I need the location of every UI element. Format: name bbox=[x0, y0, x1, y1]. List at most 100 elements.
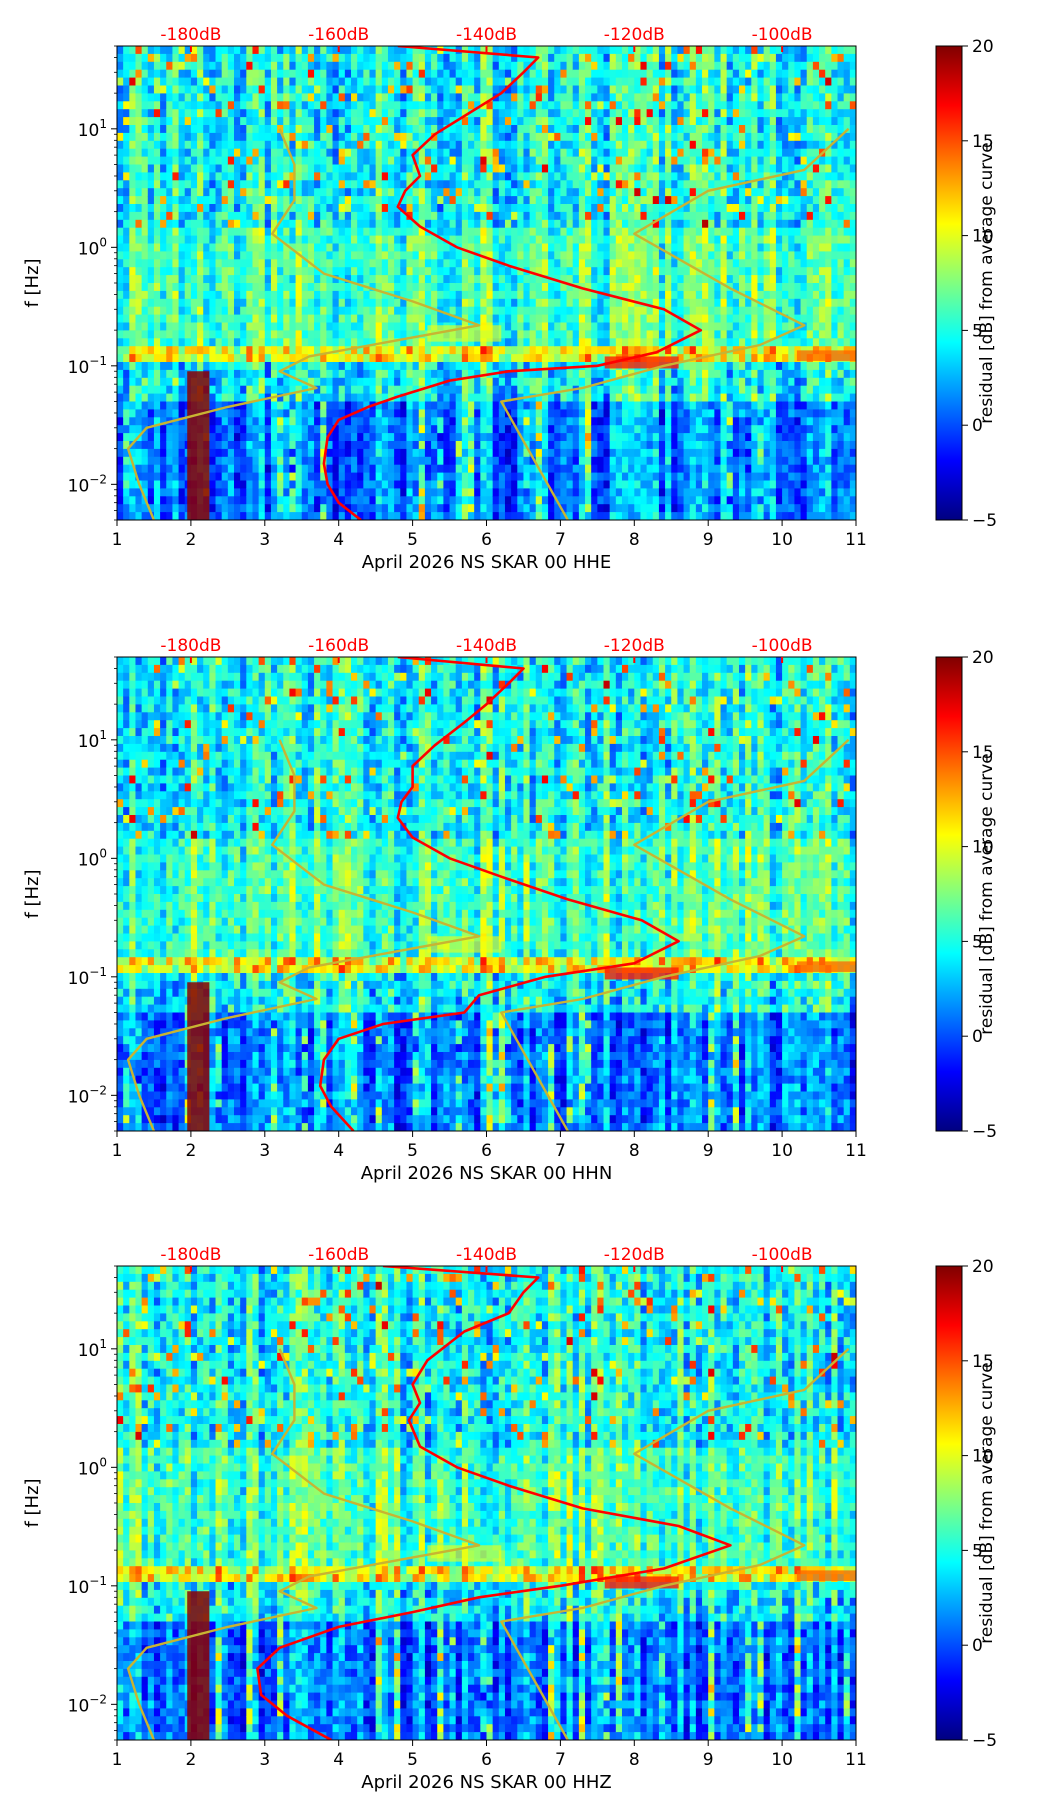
x-tick-label: 3 bbox=[259, 530, 270, 550]
x-tick-label: 4 bbox=[333, 1141, 344, 1161]
x-tick-label: 3 bbox=[259, 1750, 270, 1770]
y-tick-label: 101 bbox=[78, 728, 107, 752]
x-axis-label: April 2026 NS SKAR 00 HHN bbox=[361, 1163, 613, 1184]
colorbar-tick-label: 10 bbox=[972, 227, 994, 247]
colorbar-tick-label: −5 bbox=[972, 1122, 997, 1142]
db-scale-label: -120dB bbox=[604, 25, 665, 45]
colorbar-tick-label: 10 bbox=[972, 838, 994, 858]
db-scale-label: -160dB bbox=[308, 25, 369, 45]
y-tick-label: 100 bbox=[78, 1455, 107, 1479]
db-scale-label: -180dB bbox=[160, 25, 221, 45]
db-scale-label: -120dB bbox=[604, 636, 665, 656]
db-scale-label: -140dB bbox=[456, 1245, 517, 1265]
series-line-2 bbox=[126, 128, 481, 520]
x-tick-label: 7 bbox=[555, 530, 566, 550]
x-tick-label: 2 bbox=[185, 1141, 196, 1161]
series-line-2 bbox=[126, 1348, 481, 1740]
series-line-1 bbox=[318, 657, 680, 1131]
colorbar-tick-label: 0 bbox=[972, 416, 983, 436]
x-tick-label: 1 bbox=[112, 1750, 123, 1770]
colorbar-tick-label: −5 bbox=[972, 511, 997, 531]
series-line-3 bbox=[500, 1347, 850, 1740]
colorbar-label: residual [dB] from average curve bbox=[977, 1362, 997, 1643]
x-tick-label: 1 bbox=[112, 530, 123, 550]
x-tick-label: 8 bbox=[629, 1750, 640, 1770]
x-tick-label: 2 bbox=[185, 530, 196, 550]
series-line-1 bbox=[256, 1266, 732, 1740]
colorbar-tick-label: 5 bbox=[972, 1541, 983, 1561]
y-axis-label: f [Hz] bbox=[22, 1478, 43, 1527]
colorbar-tick-label: 5 bbox=[972, 932, 983, 952]
x-axis-label: April 2026 NS SKAR 00 HHE bbox=[362, 552, 612, 573]
x-tick-label: 4 bbox=[333, 1750, 344, 1770]
db-scale-label: -160dB bbox=[308, 1245, 369, 1265]
spectrogram-heatmap bbox=[117, 46, 856, 520]
y-tick-label: 100 bbox=[78, 846, 107, 870]
colorbar bbox=[935, 45, 963, 521]
db-scale-label: -140dB bbox=[456, 636, 517, 656]
db-scale-label: -140dB bbox=[456, 25, 517, 45]
x-tick-label: 6 bbox=[481, 1141, 492, 1161]
colorbar-tick-label: 20 bbox=[972, 1257, 994, 1277]
series-line-1 bbox=[322, 46, 703, 520]
x-tick-label: 9 bbox=[703, 530, 714, 550]
x-tick-label: 2 bbox=[185, 1750, 196, 1770]
db-scale-label: -100dB bbox=[752, 1245, 813, 1265]
x-tick-label: 5 bbox=[407, 1750, 418, 1770]
x-tick-label: 10 bbox=[771, 530, 793, 550]
x-tick-label: 11 bbox=[845, 530, 867, 550]
spectrogram-heatmap bbox=[117, 1266, 856, 1740]
colorbar-tick-label: 15 bbox=[972, 132, 994, 152]
colorbar-tick-label: −5 bbox=[972, 1731, 997, 1751]
y-tick-label: 10−1 bbox=[68, 965, 107, 989]
y-axis-label: f [Hz] bbox=[22, 869, 43, 918]
x-tick-label: 8 bbox=[629, 1141, 640, 1161]
panel-2: 1 2 3 4 5 6 7 8 9 10 11 April 2026 NS SKAR 00 HHN 10… bbox=[22, 636, 997, 1184]
colorbar-tick-label: 0 bbox=[972, 1636, 983, 1656]
x-tick-label: 6 bbox=[481, 530, 492, 550]
series-line-3 bbox=[500, 127, 850, 520]
x-tick-label: 5 bbox=[407, 1141, 418, 1161]
series-line-2 bbox=[126, 739, 481, 1131]
colorbar-tick-label: 20 bbox=[972, 37, 994, 57]
colorbar bbox=[935, 1265, 963, 1741]
y-tick-label: 100 bbox=[78, 235, 107, 259]
x-tick-label: 11 bbox=[845, 1141, 867, 1161]
y-tick-label: 10−2 bbox=[68, 1692, 107, 1716]
db-scale-label: -100dB bbox=[752, 25, 813, 45]
x-tick-label: 10 bbox=[771, 1141, 793, 1161]
panel-1: 1 2 3 4 5 6 7 8 9 10 11 April 2026 NS SKAR 00 HHE 10… bbox=[22, 25, 997, 573]
y-tick-label: 10−2 bbox=[68, 472, 107, 496]
colorbar-tick-label: 20 bbox=[972, 648, 994, 668]
colorbar-tick-label: 10 bbox=[972, 1447, 994, 1467]
x-tick-label: 6 bbox=[481, 1750, 492, 1770]
db-scale-label: -120dB bbox=[604, 1245, 665, 1265]
x-tick-label: 11 bbox=[845, 1750, 867, 1770]
colorbar-label: residual [dB] from average curve bbox=[977, 753, 997, 1034]
x-tick-label: 3 bbox=[259, 1141, 270, 1161]
colorbar bbox=[935, 656, 963, 1132]
x-tick-label: 9 bbox=[703, 1141, 714, 1161]
y-tick-label: 101 bbox=[78, 1337, 107, 1361]
x-tick-label: 7 bbox=[555, 1141, 566, 1161]
y-axis-label: f [Hz] bbox=[22, 258, 43, 307]
y-tick-label: 10−2 bbox=[68, 1083, 107, 1107]
colorbar-tick-label: 0 bbox=[972, 1027, 983, 1047]
x-tick-label: 5 bbox=[407, 530, 418, 550]
x-tick-label: 4 bbox=[333, 530, 344, 550]
y-tick-label: 10−1 bbox=[68, 354, 107, 378]
panel-3: 1 2 3 4 5 6 7 8 9 10 11 April 2026 NS SKAR 00 HHZ 10… bbox=[22, 1245, 997, 1793]
colorbar-tick-label: 15 bbox=[972, 1352, 994, 1372]
x-tick-label: 10 bbox=[771, 1750, 793, 1770]
y-tick-label: 10−1 bbox=[68, 1574, 107, 1598]
db-scale-label: -100dB bbox=[752, 636, 813, 656]
db-scale-label: -180dB bbox=[160, 1245, 221, 1265]
series-line-3 bbox=[500, 738, 850, 1131]
y-tick-label: 101 bbox=[78, 117, 107, 141]
spectrogram-heatmap bbox=[117, 657, 856, 1131]
colorbar-tick-label: 15 bbox=[972, 743, 994, 763]
x-tick-label: 8 bbox=[629, 530, 640, 550]
x-tick-label: 7 bbox=[555, 1750, 566, 1770]
colorbar-label: residual [dB] from average curve bbox=[977, 142, 997, 423]
